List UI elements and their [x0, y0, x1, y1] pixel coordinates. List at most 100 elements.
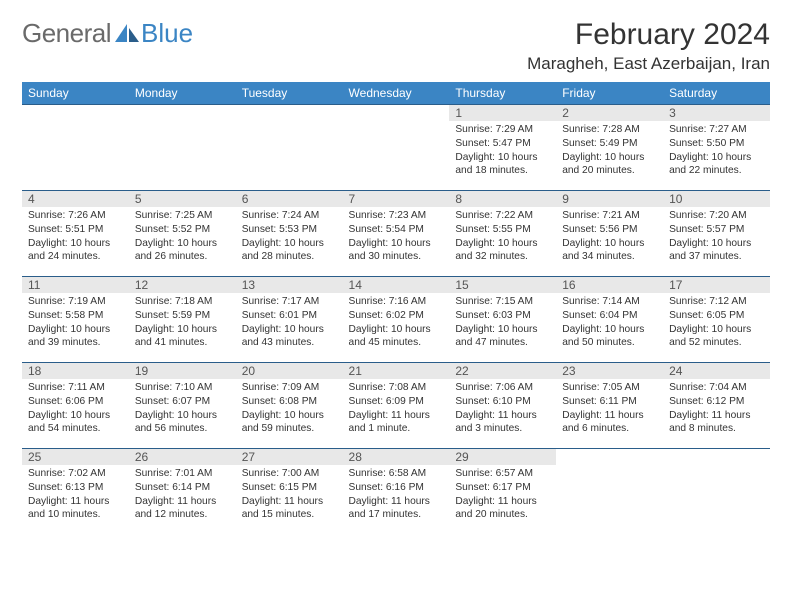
day-number: 12	[129, 277, 236, 293]
page-title: February 2024	[527, 18, 770, 52]
sunrise-text: Sunrise: 7:10 AM	[135, 381, 230, 395]
sunset-text: Sunset: 5:52 PM	[135, 223, 230, 237]
daylight-text: Daylight: 11 hours and 8 minutes.	[669, 409, 764, 437]
day-number: 29	[449, 449, 556, 465]
calendar-cell: 4Sunrise: 7:26 AMSunset: 5:51 PMDaylight…	[22, 191, 129, 277]
day-details: Sunrise: 7:22 AMSunset: 5:55 PMDaylight:…	[449, 207, 556, 264]
day-details: Sunrise: 7:01 AMSunset: 6:14 PMDaylight:…	[129, 465, 236, 522]
day-details: Sunrise: 7:14 AMSunset: 6:04 PMDaylight:…	[556, 293, 663, 350]
weekday-header: Friday	[556, 82, 663, 105]
day-details: Sunrise: 7:00 AMSunset: 6:15 PMDaylight:…	[236, 465, 343, 522]
daylight-text: Daylight: 10 hours and 26 minutes.	[135, 237, 230, 265]
day-number: 10	[663, 191, 770, 207]
sunset-text: Sunset: 6:04 PM	[562, 309, 657, 323]
daylight-text: Daylight: 10 hours and 37 minutes.	[669, 237, 764, 265]
day-details: Sunrise: 7:11 AMSunset: 6:06 PMDaylight:…	[22, 379, 129, 436]
day-details: Sunrise: 7:12 AMSunset: 6:05 PMDaylight:…	[663, 293, 770, 350]
calendar-cell: 28Sunrise: 6:58 AMSunset: 6:16 PMDayligh…	[343, 449, 450, 535]
daylight-text: Daylight: 10 hours and 50 minutes.	[562, 323, 657, 351]
calendar-cell	[129, 105, 236, 191]
calendar-cell: 17Sunrise: 7:12 AMSunset: 6:05 PMDayligh…	[663, 277, 770, 363]
daylight-text: Daylight: 10 hours and 59 minutes.	[242, 409, 337, 437]
day-number: 2	[556, 105, 663, 121]
calendar-cell: 26Sunrise: 7:01 AMSunset: 6:14 PMDayligh…	[129, 449, 236, 535]
weekday-header: Tuesday	[236, 82, 343, 105]
sunrise-text: Sunrise: 7:17 AM	[242, 295, 337, 309]
sunset-text: Sunset: 6:06 PM	[28, 395, 123, 409]
calendar-cell: 24Sunrise: 7:04 AMSunset: 6:12 PMDayligh…	[663, 363, 770, 449]
calendar-cell: 2Sunrise: 7:28 AMSunset: 5:49 PMDaylight…	[556, 105, 663, 191]
sunset-text: Sunset: 5:53 PM	[242, 223, 337, 237]
day-details: Sunrise: 7:23 AMSunset: 5:54 PMDaylight:…	[343, 207, 450, 264]
calendar-cell: 15Sunrise: 7:15 AMSunset: 6:03 PMDayligh…	[449, 277, 556, 363]
sunset-text: Sunset: 5:50 PM	[669, 137, 764, 151]
day-number: 21	[343, 363, 450, 379]
calendar-cell: 29Sunrise: 6:57 AMSunset: 6:17 PMDayligh…	[449, 449, 556, 535]
weekday-header: Saturday	[663, 82, 770, 105]
day-number: 28	[343, 449, 450, 465]
sunset-text: Sunset: 6:14 PM	[135, 481, 230, 495]
sunset-text: Sunset: 5:55 PM	[455, 223, 550, 237]
day-details: Sunrise: 7:26 AMSunset: 5:51 PMDaylight:…	[22, 207, 129, 264]
sunset-text: Sunset: 5:59 PM	[135, 309, 230, 323]
day-number: 8	[449, 191, 556, 207]
calendar-cell: 18Sunrise: 7:11 AMSunset: 6:06 PMDayligh…	[22, 363, 129, 449]
day-details: Sunrise: 7:02 AMSunset: 6:13 PMDaylight:…	[22, 465, 129, 522]
sail-icon	[115, 24, 141, 44]
calendar-cell: 7Sunrise: 7:23 AMSunset: 5:54 PMDaylight…	[343, 191, 450, 277]
daylight-text: Daylight: 10 hours and 24 minutes.	[28, 237, 123, 265]
daylight-text: Daylight: 11 hours and 1 minute.	[349, 409, 444, 437]
day-details: Sunrise: 7:25 AMSunset: 5:52 PMDaylight:…	[129, 207, 236, 264]
day-number: 27	[236, 449, 343, 465]
calendar-cell: 20Sunrise: 7:09 AMSunset: 6:08 PMDayligh…	[236, 363, 343, 449]
daylight-text: Daylight: 10 hours and 18 minutes.	[455, 151, 550, 179]
daylight-text: Daylight: 11 hours and 15 minutes.	[242, 495, 337, 523]
calendar-cell	[236, 105, 343, 191]
sunrise-text: Sunrise: 7:18 AM	[135, 295, 230, 309]
sunrise-text: Sunrise: 7:08 AM	[349, 381, 444, 395]
sunrise-text: Sunrise: 7:05 AM	[562, 381, 657, 395]
day-details: Sunrise: 7:04 AMSunset: 6:12 PMDaylight:…	[663, 379, 770, 436]
brand-logo: General Blue	[22, 18, 193, 49]
weekday-header: Monday	[129, 82, 236, 105]
sunset-text: Sunset: 6:03 PM	[455, 309, 550, 323]
sunset-text: Sunset: 6:05 PM	[669, 309, 764, 323]
day-details: Sunrise: 6:57 AMSunset: 6:17 PMDaylight:…	[449, 465, 556, 522]
sunset-text: Sunset: 6:16 PM	[349, 481, 444, 495]
calendar-cell: 25Sunrise: 7:02 AMSunset: 6:13 PMDayligh…	[22, 449, 129, 535]
calendar-cell: 23Sunrise: 7:05 AMSunset: 6:11 PMDayligh…	[556, 363, 663, 449]
day-details: Sunrise: 7:28 AMSunset: 5:49 PMDaylight:…	[556, 121, 663, 178]
calendar-cell	[22, 105, 129, 191]
day-number: 18	[22, 363, 129, 379]
calendar-cell: 14Sunrise: 7:16 AMSunset: 6:02 PMDayligh…	[343, 277, 450, 363]
sunrise-text: Sunrise: 7:09 AM	[242, 381, 337, 395]
day-details: Sunrise: 7:24 AMSunset: 5:53 PMDaylight:…	[236, 207, 343, 264]
daylight-text: Daylight: 10 hours and 28 minutes.	[242, 237, 337, 265]
daylight-text: Daylight: 10 hours and 54 minutes.	[28, 409, 123, 437]
sunset-text: Sunset: 5:54 PM	[349, 223, 444, 237]
day-details: Sunrise: 7:19 AMSunset: 5:58 PMDaylight:…	[22, 293, 129, 350]
daylight-text: Daylight: 10 hours and 22 minutes.	[669, 151, 764, 179]
day-details: Sunrise: 7:06 AMSunset: 6:10 PMDaylight:…	[449, 379, 556, 436]
calendar-cell: 21Sunrise: 7:08 AMSunset: 6:09 PMDayligh…	[343, 363, 450, 449]
sunset-text: Sunset: 5:51 PM	[28, 223, 123, 237]
day-number: 26	[129, 449, 236, 465]
sunrise-text: Sunrise: 7:25 AM	[135, 209, 230, 223]
day-details: Sunrise: 7:05 AMSunset: 6:11 PMDaylight:…	[556, 379, 663, 436]
weekday-header: Wednesday	[343, 82, 450, 105]
sunset-text: Sunset: 6:01 PM	[242, 309, 337, 323]
calendar-cell: 16Sunrise: 7:14 AMSunset: 6:04 PMDayligh…	[556, 277, 663, 363]
day-number: 16	[556, 277, 663, 293]
calendar-week-row: 1Sunrise: 7:29 AMSunset: 5:47 PMDaylight…	[22, 105, 770, 191]
sunset-text: Sunset: 5:49 PM	[562, 137, 657, 151]
sunrise-text: Sunrise: 7:27 AM	[669, 123, 764, 137]
day-number: 9	[556, 191, 663, 207]
calendar-cell: 10Sunrise: 7:20 AMSunset: 5:57 PMDayligh…	[663, 191, 770, 277]
day-details: Sunrise: 7:08 AMSunset: 6:09 PMDaylight:…	[343, 379, 450, 436]
day-details: Sunrise: 7:16 AMSunset: 6:02 PMDaylight:…	[343, 293, 450, 350]
day-number: 6	[236, 191, 343, 207]
daylight-text: Daylight: 11 hours and 3 minutes.	[455, 409, 550, 437]
calendar-cell: 9Sunrise: 7:21 AMSunset: 5:56 PMDaylight…	[556, 191, 663, 277]
calendar-week-row: 4Sunrise: 7:26 AMSunset: 5:51 PMDaylight…	[22, 191, 770, 277]
day-number: 11	[22, 277, 129, 293]
